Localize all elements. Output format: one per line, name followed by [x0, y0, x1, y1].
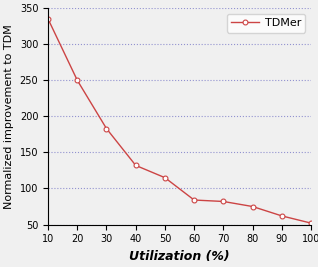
TDMer — [134, 164, 138, 167]
TDMer — [309, 222, 313, 225]
TDMer — [163, 176, 167, 179]
TDMer — [75, 79, 79, 82]
TDMer — [280, 214, 284, 218]
Y-axis label: Normalized improvement to TDM: Normalized improvement to TDM — [4, 24, 14, 209]
TDMer — [192, 198, 196, 202]
TDMer — [46, 17, 50, 21]
Legend: TDMer: TDMer — [227, 14, 306, 33]
TDMer — [221, 200, 225, 203]
TDMer — [105, 127, 108, 130]
TDMer — [251, 205, 254, 208]
X-axis label: Utilization (%): Utilization (%) — [129, 250, 230, 263]
Line: TDMer: TDMer — [46, 17, 314, 226]
